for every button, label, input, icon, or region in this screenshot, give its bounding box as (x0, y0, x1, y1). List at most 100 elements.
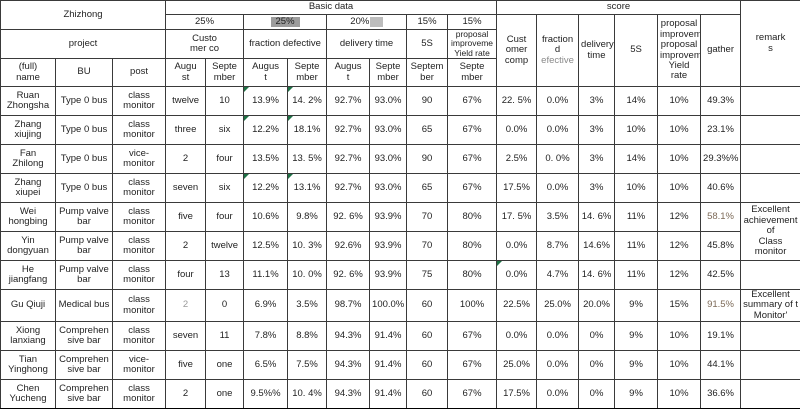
value-cell[interactable]: 9.5%% (243, 379, 289, 409)
value-cell[interactable]: 25.0% (536, 289, 580, 323)
value-cell[interactable]: 60 (406, 379, 449, 409)
score-5s-header[interactable]: 5S (614, 13, 659, 88)
value-cell[interactable]: twelve (165, 86, 207, 117)
employee-name-cell[interactable]: Tian Yinghong (0, 350, 56, 381)
bu-cell[interactable]: Pump valve bar (55, 202, 113, 233)
month-header[interactable]: Septe mber (205, 58, 245, 88)
value-cell[interactable]: six (205, 115, 245, 146)
value-cell[interactable]: 90 (406, 86, 449, 117)
value-cell[interactable]: four (205, 144, 245, 175)
month-header[interactable]: Augus t (243, 58, 289, 88)
employee-name-cell[interactable]: Ruan Zhongsha (0, 86, 56, 117)
value-cell[interactable]: 15% (657, 289, 702, 323)
value-cell[interactable]: 67% (447, 379, 498, 409)
value-cell[interactable]: 90 (406, 144, 449, 175)
value-cell[interactable]: 13.9% (243, 86, 289, 117)
value-cell[interactable]: 91.4% (369, 350, 408, 381)
month-header[interactable]: Septe mber (287, 58, 328, 88)
value-cell[interactable]: 25.0% (496, 350, 538, 381)
bu-cell[interactable]: Pump valve bar (55, 231, 113, 262)
post-cell[interactable]: vice-monitor (111, 144, 167, 175)
employee-name-cell[interactable]: Zhang xiujing (0, 115, 56, 146)
value-cell[interactable]: 36.6% (700, 379, 742, 409)
value-cell[interactable]: 9% (614, 379, 659, 409)
post-cell[interactable]: class monitor (111, 202, 167, 233)
value-cell[interactable]: 10.6% (243, 202, 289, 233)
value-cell[interactable]: 92.7% (326, 115, 371, 146)
value-cell[interactable]: 12.2% (243, 115, 289, 146)
post-column-header[interactable]: post (111, 58, 167, 88)
value-cell[interactable]: 45.8% (700, 231, 742, 262)
value-cell[interactable]: 10% (614, 173, 659, 204)
month-header[interactable]: Septe mber (447, 58, 498, 88)
month-header[interactable]: Septe mber (369, 58, 408, 88)
value-cell[interactable]: 3.5% (536, 202, 580, 233)
value-cell[interactable]: 12% (657, 260, 702, 291)
value-cell[interactable]: 100% (447, 289, 498, 323)
employee-name-cell[interactable]: Gu Qiuji (0, 289, 56, 323)
value-cell[interactable]: 22. 5% (496, 86, 538, 117)
bu-cell[interactable]: Comprehensive bar (55, 379, 113, 409)
value-cell[interactable]: seven (165, 321, 207, 352)
value-cell[interactable]: seven (165, 173, 207, 204)
value-cell[interactable]: 10% (657, 173, 702, 204)
value-cell[interactable]: 80% (447, 202, 498, 233)
value-cell[interactable]: twelve (205, 231, 245, 262)
value-cell[interactable]: 93.9% (369, 202, 408, 233)
weight-5s-cell[interactable]: 15% (406, 14, 449, 30)
name-column-header[interactable]: (full) name (0, 58, 56, 88)
value-cell[interactable]: 70 (406, 202, 449, 233)
value-cell[interactable]: 0% (578, 350, 616, 381)
value-cell[interactable]: five (165, 350, 207, 381)
value-cell[interactable]: 0% (578, 379, 616, 409)
value-cell[interactable]: 0.0% (536, 350, 580, 381)
remark-cell[interactable] (740, 350, 800, 381)
value-cell[interactable]: 14% (614, 144, 659, 175)
value-cell[interactable]: 0.0% (496, 321, 538, 352)
value-cell[interactable]: 60 (406, 321, 449, 352)
post-cell[interactable]: class monitor (111, 173, 167, 204)
remark-cell[interactable] (740, 115, 800, 146)
value-cell[interactable]: 65 (406, 173, 449, 204)
value-cell[interactable]: 3% (578, 144, 616, 175)
value-cell[interactable]: 13.1% (287, 173, 328, 204)
value-cell[interactable]: 93.9% (369, 260, 408, 291)
value-cell[interactable]: 9% (614, 350, 659, 381)
value-cell[interactable]: 0.0% (536, 115, 580, 146)
value-cell[interactable]: 80% (447, 260, 498, 291)
value-cell[interactable]: 67% (447, 321, 498, 352)
value-cell[interactable]: 2 (165, 379, 207, 409)
value-cell[interactable]: 14.6% (578, 231, 616, 262)
value-cell[interactable]: 12.5% (243, 231, 289, 262)
value-cell[interactable]: 19.1% (700, 321, 742, 352)
bu-cell[interactable]: Type 0 bus (55, 86, 113, 117)
value-cell[interactable]: 80% (447, 231, 498, 262)
value-cell[interactable]: 0.0% (496, 231, 538, 262)
value-cell[interactable]: 60 (406, 289, 449, 323)
value-cell[interactable]: 2 (165, 289, 207, 323)
value-cell[interactable]: 92. 6% (326, 202, 371, 233)
group-proposal-header[interactable]: proposal improveme Yield rate (447, 28, 498, 60)
value-cell[interactable]: 94.3% (326, 350, 371, 381)
value-cell[interactable]: 0.0% (536, 173, 580, 204)
value-cell[interactable]: 10% (657, 115, 702, 146)
value-cell[interactable]: 23.1% (700, 115, 742, 146)
value-cell[interactable]: 3.5% (287, 289, 328, 323)
value-cell[interactable]: 10% (657, 379, 702, 409)
bu-cell[interactable]: Comprehensive bar (55, 350, 113, 381)
employee-name-cell[interactable]: Wei hongbing (0, 202, 56, 233)
post-cell[interactable]: class monitor (111, 260, 167, 291)
score-fraction-header[interactable]: fraction d efective (536, 13, 580, 88)
bu-cell[interactable]: Comprehensive bar (55, 321, 113, 352)
value-cell[interactable]: one (205, 350, 245, 381)
value-cell[interactable]: 29.3%% (700, 144, 742, 175)
value-cell[interactable]: 2 (165, 231, 207, 262)
value-cell[interactable]: 2 (165, 144, 207, 175)
weight-delivery-cell[interactable]: 20%% (326, 14, 408, 30)
post-cell[interactable]: class monitor (111, 115, 167, 146)
value-cell[interactable]: 6.9% (243, 289, 289, 323)
score-delivery-header[interactable]: delivery time (578, 13, 616, 88)
value-cell[interactable]: 10. 3% (287, 231, 328, 262)
value-cell[interactable]: 14% (614, 86, 659, 117)
remark-cell[interactable] (740, 173, 800, 204)
